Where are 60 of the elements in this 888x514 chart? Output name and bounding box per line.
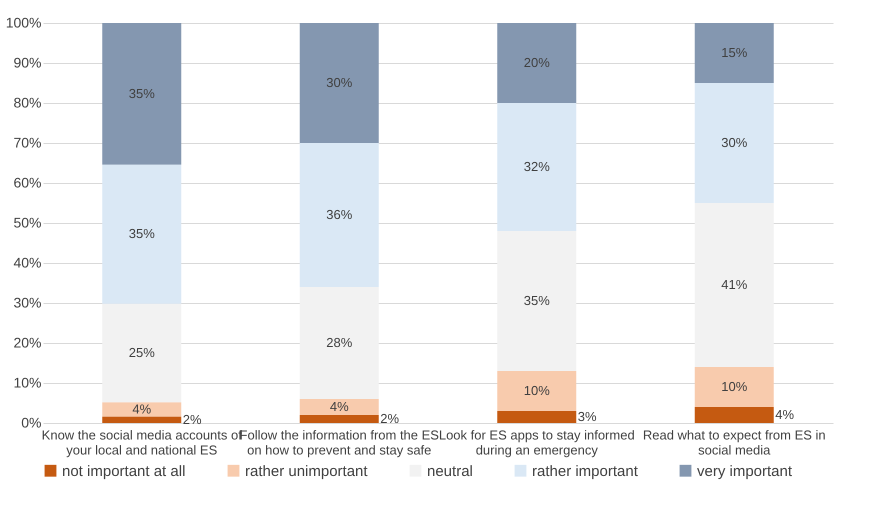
data-label: 2%: [380, 411, 400, 426]
y-tick-label: 20%: [13, 334, 42, 350]
x-tick-label: Read what to expect from ES in social media: [642, 428, 826, 458]
data-label: 10%: [721, 379, 748, 394]
data-label: 28%: [326, 335, 353, 350]
data-label: 36%: [326, 207, 353, 222]
bar: [694, 83, 774, 203]
x-tick-label: Look for ES apps to stay informed during an emergency: [438, 428, 635, 458]
bar: [300, 415, 379, 423]
data-label: 25%: [128, 345, 156, 360]
data-label: 32%: [524, 159, 550, 174]
legend-label: not important at all: [62, 462, 186, 480]
x-tick-label: Follow the information from the ES on how to prevent and stay safe: [240, 428, 440, 458]
y-tick-label: 10%: [13, 374, 42, 390]
bar: [694, 367, 774, 407]
data-label: 35%: [128, 226, 156, 242]
data-label: 41%: [721, 277, 748, 292]
bar: [102, 304, 182, 402]
y-tick-label: 60%: [13, 174, 42, 190]
bar: [300, 143, 379, 287]
y-tick-label: 40%: [13, 254, 42, 270]
bar: [102, 402, 182, 417]
bar: [497, 371, 576, 411]
data-label: 30%: [721, 135, 748, 150]
legend-label: rather important: [532, 462, 639, 480]
data-label: 4%: [775, 407, 794, 422]
data-label: 20%: [524, 55, 550, 70]
y-tick-label: 90%: [13, 54, 42, 70]
bar: [102, 164, 182, 304]
data-label: 3%: [578, 409, 597, 424]
y-tick-label: 70%: [13, 134, 42, 150]
bar: [300, 399, 379, 415]
y-tick-label: 50%: [13, 214, 42, 230]
y-tick-label: 100%: [6, 14, 42, 30]
bar: [102, 23, 182, 165]
data-label: 30%: [326, 75, 353, 90]
bar: [102, 416, 182, 423]
data-label: 10%: [524, 383, 550, 398]
legend-label: very important: [697, 462, 793, 480]
bar: [497, 103, 576, 231]
data-label: 15%: [721, 45, 748, 60]
bar: [694, 23, 774, 83]
data-label: 35%: [524, 293, 550, 308]
bar: [300, 287, 379, 399]
data-label: 2%: [182, 412, 202, 427]
y-tick-label: 80%: [13, 94, 42, 110]
data-label: 35%: [128, 86, 156, 101]
bar: [497, 411, 576, 423]
data-label: 4%: [330, 399, 350, 414]
bar: [694, 407, 774, 423]
y-tick-label: 30%: [13, 294, 42, 310]
bar: [497, 231, 576, 371]
y-tick-label: 0%: [21, 414, 42, 430]
bar: [694, 203, 774, 367]
x-tick-label: Know the social media accounts of your local and national ES: [42, 428, 242, 458]
bar: [300, 23, 379, 143]
bar: [497, 23, 576, 103]
data-label: 4%: [132, 401, 152, 416]
legend-label: neutral: [427, 462, 473, 480]
legend-label: rather unimportant: [245, 462, 368, 480]
